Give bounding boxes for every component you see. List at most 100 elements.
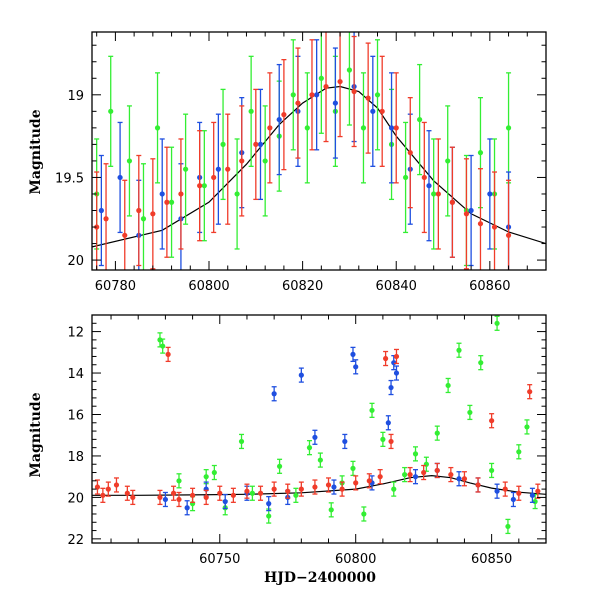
series-2 [94, 346, 541, 508]
data-point [130, 494, 136, 500]
data-point [271, 391, 277, 397]
data-point [505, 232, 512, 238]
plot-area [92, 32, 546, 270]
y-tick-label: 19.5 [55, 171, 84, 186]
data-point [385, 420, 391, 426]
data-point [266, 501, 272, 507]
data-point [238, 438, 245, 445]
data-point [380, 436, 386, 442]
data-point [434, 430, 440, 436]
series-0 [94, 32, 512, 270]
data-point [407, 472, 413, 478]
data-point [412, 451, 419, 457]
data-point [510, 496, 516, 503]
data-point [164, 199, 170, 205]
data-point [126, 158, 133, 164]
data-point [285, 488, 291, 494]
data-point [475, 482, 481, 488]
data-point [421, 174, 427, 181]
top-ylabel: Magnitude [28, 109, 44, 194]
data-point [370, 108, 376, 114]
data-point [328, 507, 334, 513]
data-point [117, 174, 123, 181]
data-point [407, 150, 413, 156]
data-point [535, 488, 541, 494]
data-point [323, 83, 329, 90]
data-point [176, 478, 182, 484]
data-point [113, 482, 120, 488]
plot-area [92, 315, 546, 535]
data-point [366, 478, 372, 484]
data-point [168, 199, 175, 205]
data-point [203, 494, 209, 500]
data-point [312, 434, 318, 440]
data-point [122, 232, 128, 238]
data-point [318, 75, 324, 81]
x-tick-label: 60850 [471, 552, 512, 567]
data-point [332, 100, 338, 106]
data-point [461, 476, 468, 482]
data-point [94, 224, 100, 230]
data-point [346, 67, 353, 73]
data-point [491, 224, 498, 230]
x-tick-label: 60800 [188, 279, 229, 294]
data-point [393, 370, 400, 376]
data-point [197, 183, 203, 189]
y-tick-label: 14 [67, 367, 84, 382]
data-point [159, 191, 165, 197]
data-point [160, 343, 166, 349]
data-point [178, 191, 184, 197]
data-point [312, 484, 318, 490]
data-point [527, 389, 533, 395]
data-point [369, 407, 375, 413]
data-point [468, 207, 474, 214]
data-point [281, 112, 287, 118]
data-point [248, 108, 254, 114]
data-point [353, 364, 359, 370]
data-point [100, 492, 106, 498]
data-point [502, 486, 508, 492]
data-point [391, 486, 397, 492]
data-point [361, 511, 367, 517]
data-point [154, 125, 161, 131]
data-point [94, 484, 101, 490]
data-point [276, 463, 283, 469]
data-point [524, 424, 530, 430]
data-point [342, 438, 348, 445]
data-point [222, 498, 228, 505]
y-tick-label: 18 [67, 450, 84, 465]
x-tick-label: 60750 [199, 552, 240, 567]
plot-frame [91, 31, 547, 271]
data-point [244, 488, 250, 494]
series-2 [94, 32, 512, 270]
data-point [203, 474, 209, 480]
data-point [421, 469, 427, 476]
data-point [516, 490, 522, 496]
data-point [402, 174, 409, 181]
data-point [225, 166, 231, 172]
x-tick-label: 60860 [469, 279, 510, 294]
data-point [505, 523, 511, 530]
data-point [360, 125, 367, 131]
data-point [494, 320, 500, 326]
data-point [234, 191, 240, 197]
data-point [271, 486, 277, 492]
y-tick-label: 19 [67, 89, 84, 104]
data-point [230, 492, 236, 498]
data-point [257, 490, 264, 496]
data-point [253, 141, 259, 147]
data-point [487, 191, 493, 197]
data-point [412, 474, 419, 480]
y-tick-label: 12 [67, 326, 84, 341]
data-point [249, 490, 255, 496]
data-point [211, 174, 217, 181]
y-tick-label: 20 [67, 254, 84, 269]
data-point [298, 486, 304, 492]
data-point [217, 490, 223, 496]
data-point [431, 191, 437, 197]
data-point [489, 418, 495, 424]
data-point [393, 125, 399, 131]
data-point [257, 141, 264, 147]
data-point [201, 183, 207, 189]
data-point [388, 438, 394, 445]
